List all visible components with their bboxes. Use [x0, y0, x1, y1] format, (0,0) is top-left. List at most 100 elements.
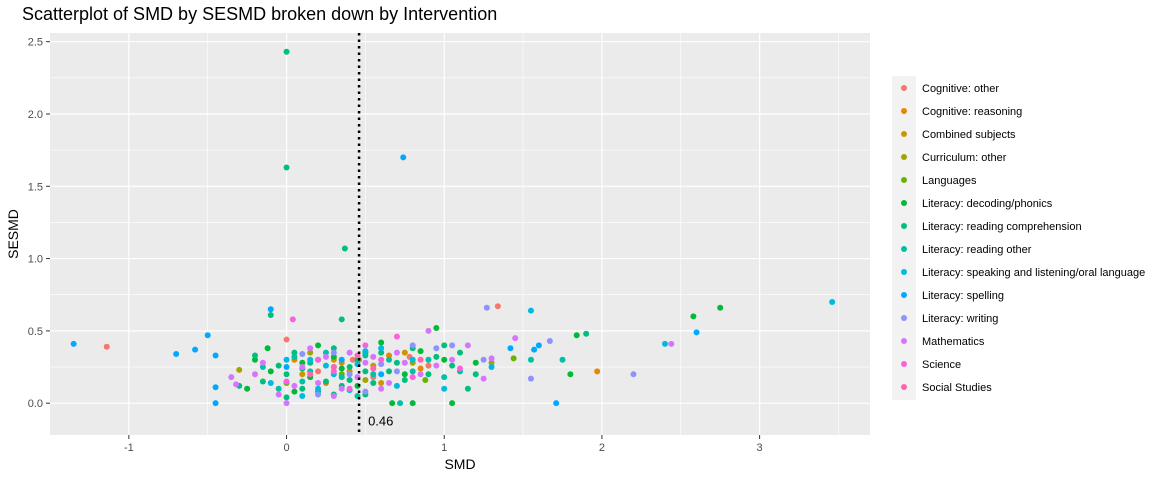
y-axis-title: SESMD: [5, 209, 21, 259]
scatter-point: [275, 385, 282, 392]
scatter-point: [259, 359, 266, 366]
scatter-point: [299, 364, 306, 371]
scatter-point: [389, 400, 396, 407]
major-gridlines: [50, 33, 870, 435]
scatter-point: [362, 342, 369, 349]
scatter-point: [425, 362, 432, 369]
scatter-point: [417, 348, 424, 355]
scatter-point: [668, 340, 675, 347]
scatter-point: [417, 365, 424, 372]
scatter-point: [283, 400, 290, 407]
scatter-point: [252, 356, 258, 363]
scatter-point: [393, 333, 400, 340]
scatter-point: [362, 368, 369, 375]
scatter-point: [433, 324, 440, 331]
y-tick-label: 2.5: [28, 37, 43, 49]
scatter-point: [370, 365, 377, 372]
scatter-point: [346, 349, 353, 356]
scatter-point: [397, 400, 404, 407]
x-tick-label: 0: [283, 442, 289, 454]
legend-label: Languages: [922, 175, 977, 187]
x-tick-label: -1: [124, 442, 134, 454]
x-axis-ticks: -1 0 1 2 3: [124, 435, 763, 454]
scatter-point: [283, 356, 290, 363]
scatter-point: [400, 154, 407, 161]
scatter-point: [409, 342, 416, 349]
legend-label: Social Studies: [922, 382, 992, 394]
scatter-point: [322, 349, 329, 356]
legend: Cognitive: other Cognitive: reasoning Comb…: [892, 76, 1145, 400]
scatter-point: [378, 379, 385, 386]
scatter-point: [244, 385, 251, 392]
scatter-point: [494, 303, 501, 310]
x-tick-label: 3: [757, 442, 763, 454]
scatter-point: [252, 371, 258, 378]
scatter-point: [527, 375, 534, 382]
scatter-point: [233, 381, 240, 388]
legend-label: Cognitive: reasoning: [922, 106, 1022, 118]
legend-key: [901, 177, 907, 183]
reference-line-label: 0.46: [368, 414, 393, 429]
scatter-point: [291, 388, 298, 395]
legend-key: [901, 292, 907, 298]
scatter-point: [449, 400, 456, 407]
scatter-point: [441, 385, 448, 392]
scatter-point: [449, 356, 456, 363]
scatter-point: [422, 377, 429, 384]
legend-label: Combined subjects: [922, 129, 1016, 141]
chart-title: Scatterplot of SMD by SESMD broken down …: [22, 4, 497, 24]
scatter-point: [417, 356, 424, 363]
scatter-point: [283, 371, 290, 378]
data-points: [70, 48, 836, 407]
scatter-point: [441, 342, 448, 349]
scatter-point: [315, 356, 322, 363]
scatter-point: [378, 345, 385, 352]
scatter-point: [204, 332, 211, 339]
scatter-point: [449, 342, 456, 349]
scatter-point: [370, 353, 377, 360]
scatter-point: [173, 351, 180, 358]
scatter-point: [299, 359, 306, 366]
y-tick-label: 1.5: [28, 181, 43, 193]
scatter-point: [228, 374, 235, 381]
legend-key: [901, 338, 907, 344]
legend-key: [901, 154, 907, 160]
scatter-point: [330, 353, 337, 360]
scatter-point: [483, 304, 490, 311]
scatter-point: [409, 400, 416, 407]
legend-label: Literacy: speaking and listening/oral la…: [922, 267, 1145, 279]
y-tick-label: 1.0: [28, 254, 43, 266]
scatter-point: [291, 353, 298, 360]
scatter-point: [283, 336, 290, 343]
scatter-point: [289, 316, 296, 323]
scatter-point: [338, 356, 345, 363]
scatter-point: [252, 352, 258, 359]
scatter-point: [299, 385, 306, 392]
legend-label: Literacy: reading comprehension: [922, 221, 1082, 233]
scatter-point: [307, 345, 314, 352]
scatter-point: [259, 364, 266, 371]
scatter-point: [378, 385, 385, 392]
scatter-point: [362, 359, 369, 366]
scatter-point: [315, 368, 322, 375]
legend-key: [901, 108, 907, 114]
scatter-point: [322, 378, 329, 385]
scatter-point: [212, 384, 219, 391]
scatter-point: [346, 377, 353, 384]
scatter-point: [70, 340, 77, 347]
scatter-point: [299, 378, 306, 385]
scatter-point: [417, 371, 424, 378]
scatter-point: [594, 368, 601, 375]
legend-label: Literacy: decoding/phonics: [922, 198, 1053, 210]
scatter-point: [378, 371, 385, 378]
y-tick-label: 2.0: [28, 109, 43, 121]
legend-label: Cognitive: other: [922, 83, 999, 95]
scatter-point: [401, 359, 408, 366]
scatter-point: [275, 391, 282, 398]
scatter-point: [510, 355, 517, 362]
scatter-point: [535, 342, 542, 349]
scatter-point: [441, 374, 448, 381]
legend-key: [901, 246, 907, 252]
scatter-point: [267, 311, 274, 318]
scatter-point: [567, 371, 574, 378]
